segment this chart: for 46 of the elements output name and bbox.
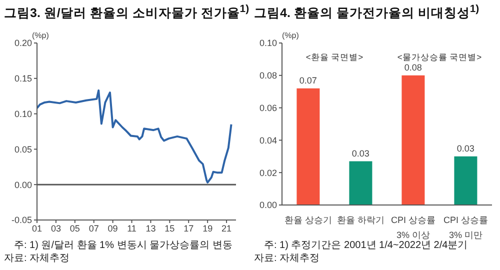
- y-tick-label: 0.10: [14, 108, 32, 119]
- x-tick-label: 11: [127, 223, 136, 234]
- x-tick-label: 07: [88, 223, 99, 234]
- y-tick-label: 0.05: [14, 144, 32, 154]
- chart-title: 그림4. 환율의 물가전가율의 비대칭성$^{1)}$: [254, 4, 480, 22]
- x-tick-label: 03: [50, 223, 61, 234]
- text: 자료: 자체추정: [254, 252, 320, 265]
- bar: [349, 161, 372, 205]
- annotation: <환율 국면별>: [304, 52, 364, 64]
- y-tick-label: 0.15: [14, 74, 32, 84]
- y-axis-title: (%p): [32, 31, 49, 40]
- text: 주: 1) 추정기간은 2001년 1/4~2022년 2/4분기: [264, 240, 468, 252]
- bar: [454, 156, 478, 205]
- x-tick-label: 환율 하락기: [336, 215, 385, 225]
- y-tick-label: 0.00: [14, 180, 32, 190]
- y-tick-label: 0.08: [259, 70, 277, 81]
- text: 자료: 자체추정: [4, 252, 70, 265]
- line-series: [37, 89, 232, 184]
- x-tick-label: 09: [108, 223, 118, 234]
- bar: [296, 88, 320, 205]
- data-label: 0.03: [456, 143, 474, 154]
- x-tick-label: 환율 상승기: [284, 215, 332, 225]
- y-tick-label: 0.06: [259, 102, 277, 113]
- x-tick-label: 05: [70, 223, 80, 234]
- y-axis-title: (%p): [282, 31, 299, 40]
- y-tick-label: 0.02: [259, 168, 277, 178]
- text: 주: 1) 원/달러 환율 1% 변동시 물가상승률의 변동: [14, 239, 232, 252]
- bar: [402, 75, 425, 205]
- data-label: 0.03: [352, 148, 370, 158]
- data-label: 0.08: [404, 62, 422, 72]
- y-tick-label: 0.20: [14, 38, 32, 48]
- y-tick-label: 0.04: [259, 135, 277, 146]
- y-tick-label: 0.00: [259, 200, 277, 210]
- y-tick-label: -0.05: [11, 215, 32, 226]
- y-tick-label: 0.10: [259, 38, 277, 48]
- x-tick-label: 01: [32, 223, 42, 234]
- x-tick-label: 21: [222, 223, 232, 234]
- x-tick-label: 19: [202, 223, 213, 234]
- x-tick-label: 17: [184, 223, 194, 234]
- x-tick-label: CPI 상승률 3% 미만: [443, 215, 488, 240]
- annotation: <물가상승률 국면별>: [396, 52, 483, 64]
- chart-title: 그림3. 원/달러 환율의 소비자물가 전가율$^{1)}$: [4, 4, 250, 22]
- x-tick-label: CPI 상승률 3% 이상: [390, 215, 436, 240]
- data-label: 0.07: [299, 75, 317, 86]
- x-tick-label: 13: [146, 223, 156, 234]
- x-tick-label: 15: [164, 223, 175, 234]
